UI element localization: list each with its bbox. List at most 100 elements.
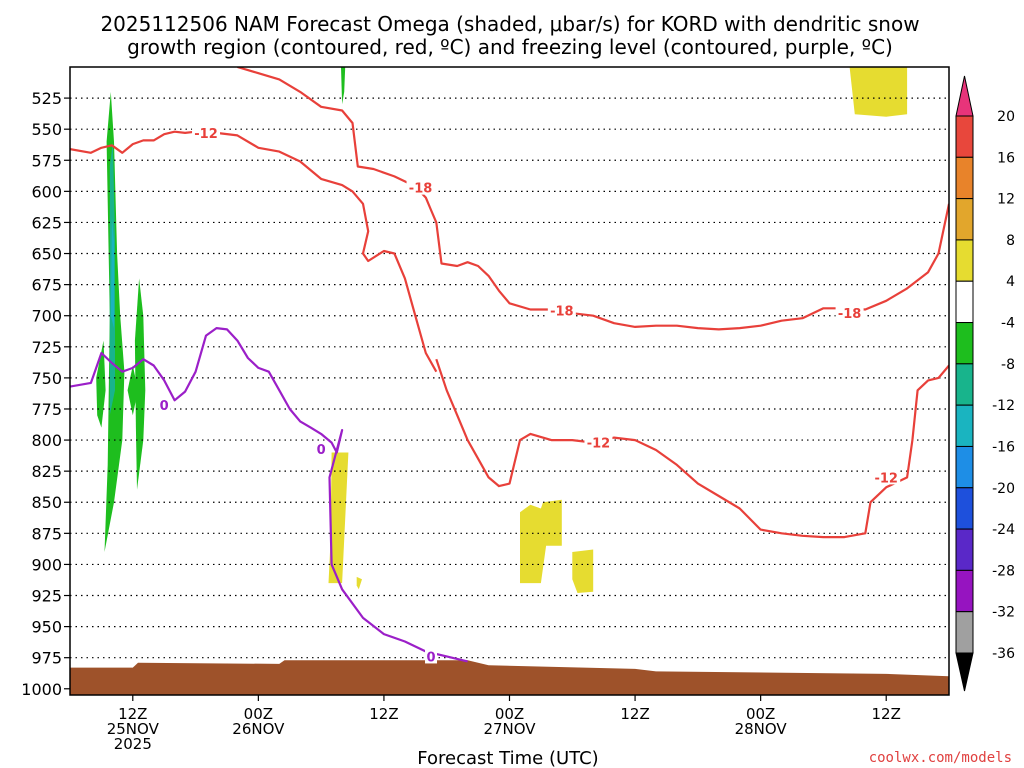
y-tick-label-625: 625 — [31, 213, 62, 232]
terrain-layer — [70, 660, 949, 695]
colorbar-label-1: 16 — [997, 150, 1015, 166]
y-tick-label-550: 550 — [31, 120, 62, 139]
contour-label-3: -18 — [838, 307, 862, 322]
y-tick-label-725: 725 — [31, 338, 62, 357]
terrain-surface — [70, 660, 949, 695]
colorbar-label-2: 12 — [997, 192, 1015, 208]
colorbar-label-3: 8 — [1006, 233, 1015, 249]
y-axis: 525 550 575 600 625 650 675 700 725 750 775 800 825 8… — [21, 89, 70, 699]
chart-title-line1: 2025112506 NAM Forecast Omega (shaded, μ… — [100, 12, 919, 36]
credit-text[interactable]: coolwx.com/models — [869, 750, 1012, 766]
colorbar: 20 16 12 8 4 -4 -8 -12 -16 -20 -24 -28 -32 -36 — [955, 75, 1015, 692]
y-tick-label-850: 850 — [31, 493, 62, 512]
colorbar-segment-1 — [955, 156, 974, 200]
x-tick-label-2-0: 12Z — [369, 705, 398, 723]
colorbar-segment-6 — [955, 363, 974, 406]
omega-shading — [96, 67, 908, 593]
omega-region-6 — [110, 216, 114, 329]
colorbar-segment-2 — [955, 198, 974, 241]
colorbar-label-12: -32 — [992, 605, 1015, 621]
x-axis-title: Forecast Time (UTC) — [417, 748, 598, 768]
omega-region-4 — [341, 67, 346, 105]
x-tick-label-0-2: 2025 — [114, 735, 152, 753]
omega-region-3 — [96, 340, 106, 428]
contour-line-0 — [70, 130, 438, 373]
x-tick-label-6-0: 12Z — [872, 705, 901, 723]
omega-region-9 — [356, 576, 362, 590]
x-tick-label-0-0: 12Z — [118, 705, 147, 723]
contour-label-bg-5 — [872, 469, 901, 485]
contour-label-0: -12 — [194, 127, 218, 142]
y-tick-label-925: 925 — [31, 587, 62, 606]
contour-label-4: -12 — [587, 437, 611, 452]
omega-region-8 — [328, 452, 349, 584]
colorbar-label-0: 20 — [997, 109, 1015, 125]
contour-label-1: -18 — [409, 182, 433, 197]
omega-region-1 — [134, 278, 146, 490]
plot-area: -12 -18 -18 -18 -12 -12 0 0 0 — [70, 67, 949, 695]
x-tick-label-4-0: 12Z — [620, 705, 649, 723]
y-tick-label-825: 825 — [31, 462, 62, 481]
contour-label-7: 0 — [317, 443, 326, 458]
colorbar-segment-0 — [955, 115, 974, 158]
colorbar-label-7: -12 — [992, 398, 1015, 414]
colorbar-segment-9 — [955, 487, 974, 530]
y-tick-label-975: 975 — [31, 649, 62, 668]
colorbar-label-6: -8 — [1001, 357, 1015, 373]
contour-line-2 — [237, 67, 949, 331]
y-tick-label-600: 600 — [31, 182, 62, 201]
x-tick-label-0-1: 25NOV — [107, 720, 160, 738]
contour-label-5: -12 — [874, 471, 898, 486]
contour-label-2: -18 — [550, 305, 574, 320]
colorbar-segment-8 — [955, 445, 974, 489]
contour-label-bg-1 — [406, 179, 435, 195]
colorbar-segment-10 — [955, 528, 974, 571]
y-tick-label-900: 900 — [31, 555, 62, 574]
colorbar-segment-11 — [955, 569, 974, 613]
colorbar-segment-3 — [955, 239, 974, 282]
x-tick-label-5-1: 28NOV — [735, 720, 788, 738]
y-tick-label-525: 525 — [31, 89, 62, 108]
chart-title-line2: growth region (contoured, red, ºC) and f… — [127, 35, 893, 59]
colorbar-label-11: -28 — [992, 563, 1015, 579]
colorbar-label-8: -16 — [992, 439, 1015, 455]
colorbar-segment-4 — [955, 280, 974, 324]
y-tick-label-700: 700 — [31, 307, 62, 326]
y-tick-label-950: 950 — [31, 618, 62, 637]
colorbar-label-9: -20 — [992, 481, 1015, 497]
contour-label-bg-4 — [584, 434, 613, 450]
contour-label-bg-2 — [547, 302, 576, 318]
colorbar-label-10: -24 — [992, 522, 1015, 538]
colorbar-segment-5 — [955, 322, 974, 365]
contour-label-bg-3 — [835, 305, 864, 321]
omega-region-11 — [572, 549, 594, 593]
x-tick-label-5-0: 00Z — [746, 705, 775, 723]
colorbar-label-4: 4 — [1006, 274, 1015, 290]
contour-label-bg-7 — [315, 440, 328, 456]
x-tick-label-1-0: 00Z — [244, 705, 273, 723]
contour-label-6: 0 — [160, 399, 169, 414]
colorbar-label-13: -36 — [992, 646, 1015, 662]
y-tick-label-800: 800 — [31, 431, 62, 450]
y-tick-label-1000: 1000 — [21, 680, 62, 699]
omega-region-7 — [849, 67, 908, 117]
colorbar-bottom-arrow — [955, 652, 974, 692]
colorbar-label-5: -4 — [1001, 316, 1015, 332]
contour-labels: -12 -18 -18 -18 -12 -12 0 0 0 — [158, 124, 901, 665]
y-tick-label-575: 575 — [31, 151, 62, 170]
x-tick-label-1-1: 26NOV — [232, 720, 285, 738]
contour-label-bg-0 — [192, 124, 221, 140]
contour-label-8: 0 — [426, 650, 435, 665]
x-tick-label-3-1: 27NOV — [483, 720, 536, 738]
y-tick-label-750: 750 — [31, 369, 62, 388]
x-tick-label-3-0: 00Z — [495, 705, 524, 723]
omega-region-10 — [520, 499, 562, 584]
contour-label-bg-6 — [158, 397, 171, 413]
y-tick-label-775: 775 — [31, 400, 62, 419]
contour-label-bg-8 — [425, 648, 438, 664]
y-tick-label-675: 675 — [31, 276, 62, 295]
